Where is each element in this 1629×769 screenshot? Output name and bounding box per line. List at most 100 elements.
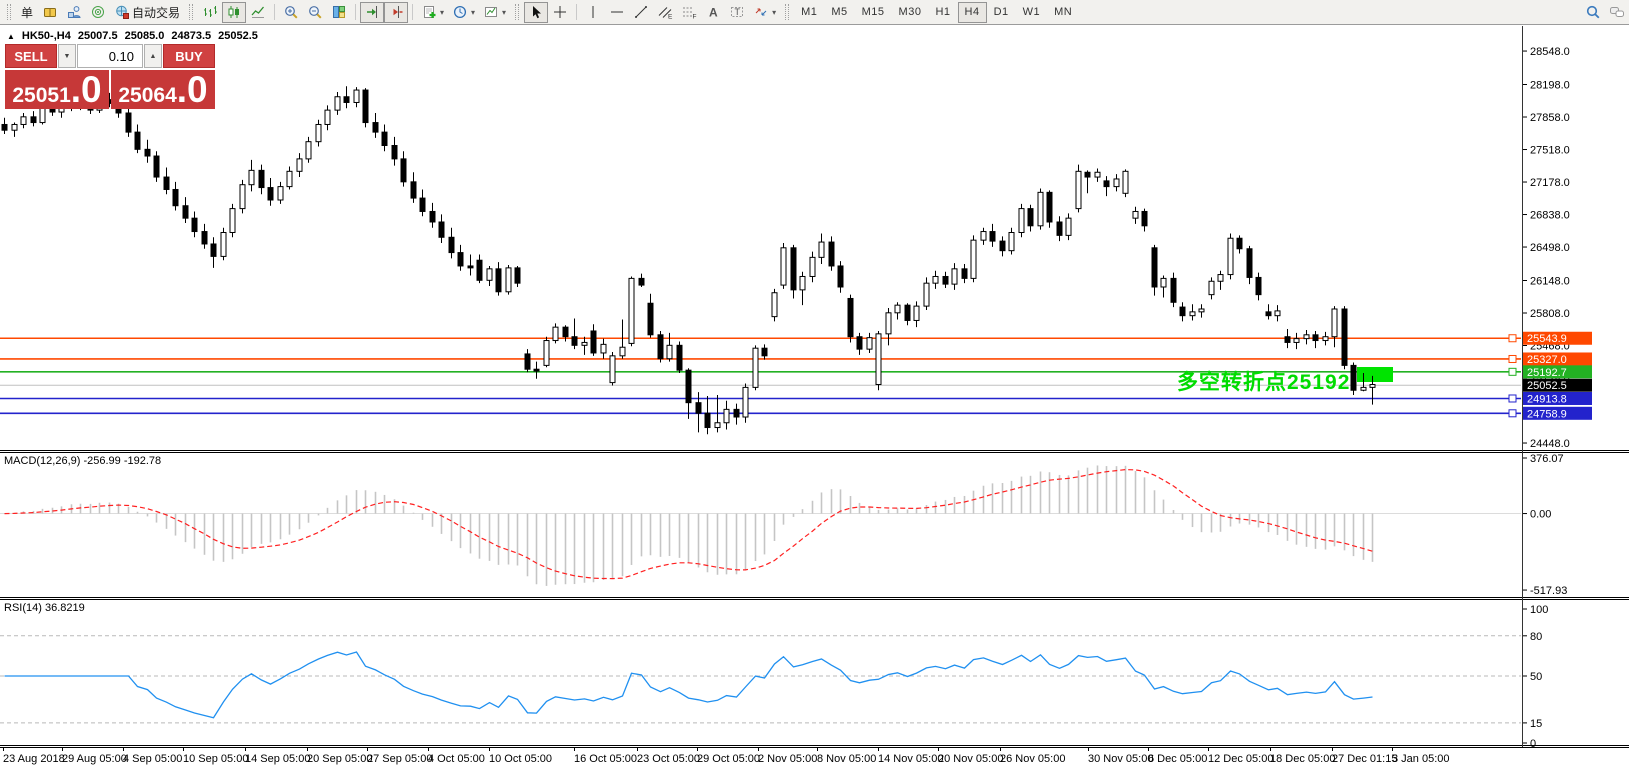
horizontal-line-button[interactable] (605, 2, 629, 23)
candle-body (1312, 334, 1319, 342)
line-anchor-marker[interactable] (1508, 334, 1517, 343)
cursor-icon (533, 6, 542, 19)
periods-button[interactable]: ▾ (448, 2, 479, 23)
chevron-down-icon: ▾ (772, 7, 777, 17)
tf-m1-button[interactable]: M1 (794, 2, 824, 23)
tf-m15-button-label: M15 (861, 6, 885, 18)
radar-icon (92, 6, 104, 18)
candle-body (172, 188, 179, 207)
tf-m15-button[interactable]: M15 (855, 2, 892, 23)
candle-body (999, 240, 1006, 252)
vertical-line-button[interactable] (581, 2, 605, 23)
candle-body (647, 302, 654, 336)
chat-button[interactable] (1605, 2, 1629, 23)
pane-separator[interactable] (0, 745, 1629, 746)
sell-button[interactable]: SELL (5, 44, 57, 68)
autotrading-button[interactable]: 自动交易 (110, 2, 184, 23)
buy-price-panel[interactable]: 25064.0 (111, 70, 215, 109)
navigator-button[interactable] (86, 2, 110, 23)
buy-button[interactable]: BUY (163, 44, 215, 68)
turning-point-annotation[interactable]: 多空转折点25192 (1177, 370, 1350, 394)
time-tick-label: 8 Nov 05:00 (817, 753, 876, 765)
shapes-icon (755, 8, 767, 16)
toolbar-grip (785, 4, 790, 20)
search-button[interactable] (1581, 2, 1605, 23)
tf-m30-button[interactable]: M30 (892, 2, 929, 23)
time-tick-label: 2 Nov 05:00 (758, 753, 817, 765)
text-button[interactable]: A (701, 2, 725, 23)
chart-bars-button[interactable] (198, 2, 222, 23)
chart-shift-button[interactable] (384, 1, 409, 23)
templates-button[interactable]: ▾ (479, 2, 510, 23)
market-watch-button[interactable] (38, 2, 62, 23)
equidistant-channel-button[interactable]: E (653, 2, 677, 23)
highlight-box-annotation[interactable] (1357, 367, 1393, 382)
price-axis[interactable]: 28548.0 28198.0 27858.0 27518.0 27178.0 26838… (1523, 46, 1570, 450)
line-anchor-marker[interactable] (1508, 409, 1517, 418)
volume-increase-button[interactable]: ▲ (144, 44, 162, 68)
candle-body (932, 275, 939, 284)
cursor-button[interactable] (524, 1, 549, 23)
candle-body (590, 330, 597, 354)
candle-body (609, 355, 616, 384)
text-label-button[interactable]: T (725, 2, 749, 23)
chart-candles-button[interactable] (222, 1, 247, 23)
collapse-panel-icon[interactable]: ▲ (7, 31, 15, 41)
candle-body (229, 208, 236, 234)
auto-scroll-button[interactable] (360, 1, 385, 23)
tile-windows-button[interactable] (327, 2, 351, 23)
line-anchor-marker[interactable] (1508, 367, 1517, 376)
pane-separator[interactable] (0, 597, 1629, 598)
fibonacci-button[interactable]: F (677, 2, 701, 23)
candle-body (1274, 310, 1281, 317)
zoom-out-button[interactable] (303, 2, 327, 23)
crosshair-button[interactable] (548, 2, 572, 23)
ohlc-close: 25052.5 (218, 30, 258, 42)
textA-icon: A (709, 6, 718, 20)
price-badge-label: 25192.7 (1527, 367, 1567, 379)
candle-body (39, 107, 46, 124)
tf-mn-button[interactable]: MN (1047, 2, 1079, 23)
candle-body (514, 267, 521, 284)
volume-decrease-button[interactable]: ▼ (58, 44, 76, 68)
candle-body (676, 344, 683, 371)
pane-separator[interactable] (0, 452, 1629, 453)
new-order-button[interactable]: 单 (16, 2, 38, 23)
line-anchor-marker[interactable] (1508, 394, 1517, 403)
accounts-button[interactable] (62, 2, 86, 23)
candle-body (362, 89, 369, 124)
time-tick-label: 10 Sep 05:00 (183, 753, 248, 765)
tf-h4-button[interactable]: H4 (957, 1, 987, 23)
chart-line-button[interactable] (246, 2, 270, 23)
trendline-button[interactable] (629, 2, 653, 23)
candle-body (894, 304, 901, 314)
arrows-button[interactable]: ▾ (749, 2, 780, 23)
tf-w1-button[interactable]: W1 (1016, 2, 1048, 23)
time-tick-label: 14 Sep 05:00 (245, 753, 310, 765)
line-anchor-marker[interactable] (1508, 354, 1517, 363)
time-tick-label: 10 Oct 05:00 (489, 753, 552, 765)
zoom-in-button[interactable] (279, 2, 303, 23)
autotrading-button-label: 自动交易 (132, 5, 181, 20)
candle-body (1331, 308, 1338, 338)
indicators-button[interactable]: ▾ (417, 2, 448, 23)
time-tick-label: 26 Nov 05:00 (1000, 753, 1065, 765)
tf-d1-button[interactable]: D1 (987, 2, 1016, 23)
candle-body (1122, 170, 1129, 194)
pane-separator[interactable] (0, 747, 1629, 748)
candle-body (837, 265, 844, 288)
price-badge (1523, 331, 1592, 345)
tf-h1-button[interactable]: H1 (928, 2, 957, 23)
candle-body (486, 268, 493, 281)
tf-m5-button[interactable]: M5 (824, 2, 854, 23)
pane-separator[interactable] (0, 599, 1629, 600)
pane-separator[interactable] (0, 450, 1629, 451)
candle-body (1369, 384, 1376, 388)
candle-body (1, 123, 8, 131)
volume-input[interactable] (77, 44, 143, 68)
sell-price-panel[interactable]: 25051.0 (5, 70, 109, 109)
price-badge-label: 24913.8 (1527, 393, 1567, 405)
vline-icon (592, 6, 594, 18)
